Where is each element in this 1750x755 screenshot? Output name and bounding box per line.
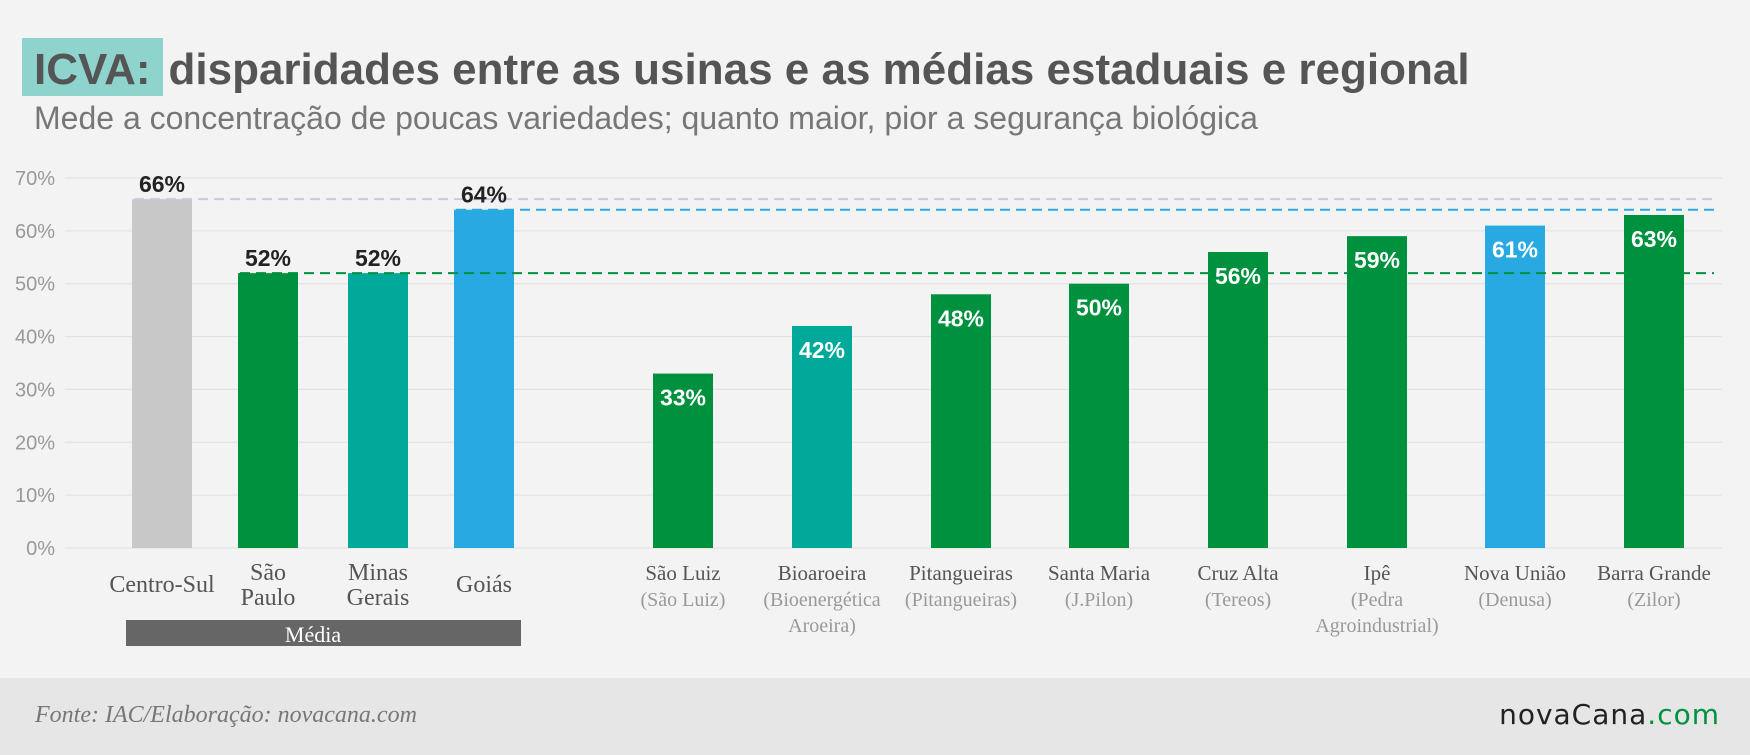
bar xyxy=(454,209,514,548)
category-label: Minas xyxy=(348,560,408,586)
bar xyxy=(1069,283,1129,548)
category-label: Pitangueiras xyxy=(909,561,1013,585)
y-tick-label: 70% xyxy=(15,168,55,190)
bar xyxy=(931,294,991,548)
category-label: Cruz Alta xyxy=(1197,561,1279,585)
logo-main: novaCana xyxy=(1499,698,1648,731)
bar xyxy=(1208,252,1268,548)
category-sublabel: (Pitangueiras) xyxy=(905,589,1017,611)
bar xyxy=(348,273,408,548)
value-label: 50% xyxy=(1076,295,1122,321)
category-sublabel: (J.Pilon) xyxy=(1065,589,1133,611)
category-label: Paulo xyxy=(241,585,296,611)
value-label: 66% xyxy=(139,171,185,197)
category-label: Goiás xyxy=(456,572,512,598)
chart-subtitle: Mede a concentração de poucas variedades… xyxy=(34,100,1258,136)
category-sublabel: (Pedra xyxy=(1351,589,1403,611)
y-tick-label: 60% xyxy=(15,221,55,243)
category-label: São Luiz xyxy=(645,561,720,585)
category-sublabel: (Tereos) xyxy=(1205,589,1271,611)
y-tick-label: 20% xyxy=(15,432,55,454)
category-label: Bioaroeira xyxy=(778,561,867,585)
bar xyxy=(1347,236,1407,548)
value-label: 52% xyxy=(355,245,401,271)
footer: Fonte: IAC/Elaboração: novacana.com nova… xyxy=(0,678,1750,755)
bar xyxy=(1485,225,1545,549)
bar xyxy=(132,199,192,548)
category-sublabel: (Denusa) xyxy=(1478,589,1551,611)
category-label: Ipê xyxy=(1364,561,1391,585)
category-label: Barra Grande xyxy=(1597,561,1711,585)
title-highlight: ICVA: xyxy=(22,38,163,96)
value-label: 33% xyxy=(660,385,706,411)
logo-suffix: .com xyxy=(1647,698,1720,731)
bar xyxy=(792,326,852,548)
value-label: 61% xyxy=(1492,237,1538,263)
category-sublabel: (Bioenergética xyxy=(763,589,880,611)
value-label: 56% xyxy=(1215,263,1261,289)
category-sublabel: (São Luiz) xyxy=(641,589,726,611)
category-label: Gerais xyxy=(347,585,410,611)
chart-title: ICVA: disparidades entre as usinas e as m… xyxy=(22,38,1470,102)
novacana-logo: novaCana.com xyxy=(1499,698,1720,731)
category-label: Santa Maria xyxy=(1048,561,1151,585)
media-group-label: Média xyxy=(285,622,341,647)
bar xyxy=(653,373,713,548)
y-tick-label: 50% xyxy=(15,274,55,296)
value-label: 52% xyxy=(245,245,291,271)
y-tick-label: 30% xyxy=(15,379,55,401)
y-tick-label: 0% xyxy=(26,538,55,560)
value-label: 63% xyxy=(1631,226,1677,252)
category-sublabel: (Zilor) xyxy=(1627,589,1680,611)
value-label: 64% xyxy=(461,182,507,208)
category-label: Centro-Sul xyxy=(109,572,215,598)
bar xyxy=(1624,215,1684,548)
category-label: São xyxy=(250,560,286,586)
bar-chart: 0% 10% 20% 30% 40% 50% 60% 70% 66% 52% 52% 64% 33% 42… xyxy=(15,168,1722,647)
y-tick-label: 10% xyxy=(15,485,55,507)
category-sublabel: Aroeira) xyxy=(788,615,856,637)
title-text: disparidades entre as usinas e as médias… xyxy=(168,45,1470,94)
value-label: 48% xyxy=(938,305,984,331)
category-sublabel: Agroindustrial) xyxy=(1315,615,1438,637)
value-label: 59% xyxy=(1354,247,1400,273)
source-text: Fonte: IAC/Elaboração: novacana.com xyxy=(35,702,417,728)
y-tick-label: 40% xyxy=(15,327,55,349)
bar xyxy=(238,273,298,548)
media-group-band xyxy=(126,620,521,646)
category-label: Nova União xyxy=(1464,561,1566,585)
value-label: 42% xyxy=(799,337,845,363)
